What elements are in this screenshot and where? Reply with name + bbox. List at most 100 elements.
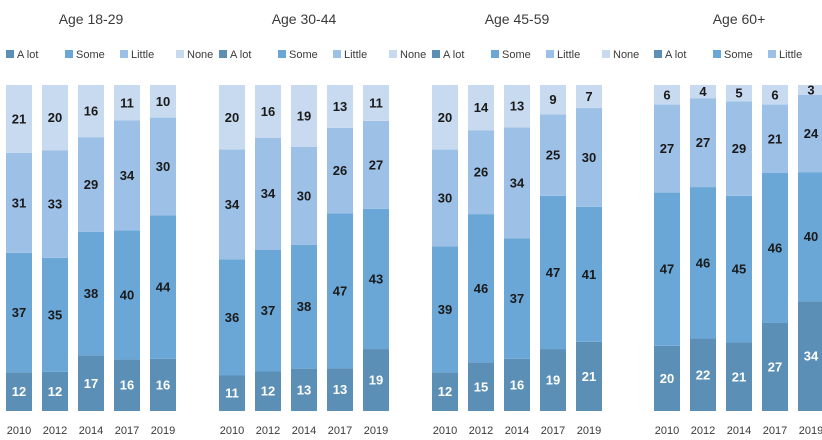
data-label-a-lot: 13 (333, 382, 347, 397)
data-label-some: 46 (474, 281, 488, 296)
x-tick-label: 2010 (655, 425, 679, 437)
legend-swatch-some (713, 50, 721, 58)
data-label-none: 11 (120, 95, 134, 110)
x-tick-label: 2017 (115, 425, 139, 437)
bar-segment-some (504, 238, 530, 359)
data-label-a-lot: 17 (84, 376, 98, 391)
bar-segment-none (114, 85, 140, 121)
bar-segment-none (504, 85, 530, 128)
data-label-little: 26 (474, 165, 488, 180)
legend-swatch-little (120, 50, 128, 58)
data-label-some: 37 (12, 305, 26, 320)
data-label-a-lot: 22 (696, 367, 710, 382)
data-label-little: 27 (369, 157, 383, 172)
bar-segment-a-lot (114, 359, 140, 411)
data-label-none: 13 (510, 99, 524, 114)
bar-segment-none (690, 85, 716, 99)
bar-segment-some (219, 259, 245, 376)
bar-segment-little (540, 114, 566, 196)
bar-segment-a-lot (255, 371, 281, 411)
bar-segment-little (78, 137, 104, 232)
bar-segment-some (468, 214, 494, 363)
data-label-some: 47 (660, 262, 674, 277)
data-label-little: 34 (225, 197, 240, 212)
bar-segment-some (654, 192, 680, 346)
legend-label-a-lot: A lot (443, 49, 464, 61)
x-tick-label: 2019 (151, 425, 175, 437)
data-label-some: 35 (48, 307, 62, 322)
data-label-none: 13 (333, 99, 347, 114)
data-label-none: 20 (48, 110, 62, 125)
data-label-little: 31 (12, 195, 26, 210)
data-label-some: 47 (333, 283, 347, 298)
data-label-none: 5 (735, 86, 742, 101)
legend-label-a-lot: A lot (230, 49, 251, 61)
bar-segment-none (762, 85, 788, 105)
data-label-a-lot: 16 (156, 377, 170, 392)
data-label-little: 29 (732, 141, 746, 156)
x-tick-label: 2019 (799, 425, 822, 437)
legend-swatch-some (65, 50, 73, 58)
bar-segment-some (798, 172, 822, 302)
bar-segment-none (654, 85, 680, 105)
x-tick-label: 2014 (79, 425, 103, 437)
bar-segment-little (114, 120, 140, 231)
x-tick-label: 2019 (577, 425, 601, 437)
x-tick-label: 2012 (43, 425, 67, 437)
chart-panel-1: Age 30-44 A lot Some Little None 11 36 34 20 2010… (219, 11, 426, 437)
bar-segment-little (150, 117, 176, 216)
bar-segment-a-lot (78, 355, 104, 411)
x-tick-label: 2010 (220, 425, 244, 437)
legend-label-a-lot: A lot (17, 49, 38, 61)
data-label-a-lot: 27 (768, 359, 782, 374)
data-label-none: 16 (84, 104, 98, 119)
data-label-none: 6 (663, 87, 670, 102)
legend-swatch-none (176, 50, 184, 58)
legend-label-little: Little (557, 49, 580, 61)
data-label-little: 21 (768, 131, 782, 146)
bar-segment-some (363, 208, 389, 350)
bar-segment-some (540, 195, 566, 350)
bar-segment-little (255, 137, 281, 250)
data-label-little: 34 (261, 186, 276, 201)
data-label-none: 16 (261, 104, 275, 119)
bar-segment-some (690, 187, 716, 339)
data-label-none: 21 (12, 111, 26, 126)
legend-label-little: Little (131, 49, 154, 61)
bar-segment-a-lot (363, 349, 389, 411)
legend-swatch-a-lot (432, 50, 440, 58)
bar-segment-little (327, 127, 353, 214)
bar-segment-some (255, 249, 281, 372)
data-label-a-lot: 19 (546, 373, 560, 388)
chart-title: Age 30-44 (272, 11, 337, 27)
bar-segment-a-lot (798, 301, 822, 411)
data-label-some: 46 (696, 255, 710, 270)
x-tick-label: 2014 (292, 425, 316, 437)
x-tick-label: 2012 (469, 425, 493, 437)
x-tick-label: 2019 (364, 425, 388, 437)
x-tick-label: 2014 (505, 425, 529, 437)
legend-swatch-little (333, 50, 341, 58)
x-tick-label: 2017 (763, 425, 787, 437)
chart-panel-0: Age 18-29A lot Some Little None123731212010… (6, 11, 213, 437)
bar-segment-a-lot (576, 341, 602, 411)
x-tick-label: 2010 (433, 425, 457, 437)
data-label-a-lot: 21 (732, 369, 746, 384)
data-label-little: 30 (582, 150, 596, 165)
bar-segment-a-lot (690, 338, 716, 411)
x-tick-label: 2012 (691, 425, 715, 437)
data-label-none: 10 (156, 94, 170, 109)
legend-swatch-some (491, 50, 499, 58)
data-label-some: 44 (156, 280, 171, 295)
data-label-some: 39 (438, 302, 452, 317)
bar-segment-some (42, 257, 68, 372)
x-tick-label: 2017 (541, 425, 565, 437)
bar-segment-little (726, 101, 752, 196)
data-label-little: 33 (48, 196, 62, 211)
legend-label-little: Little (779, 49, 802, 61)
chart-title: Age 18-29 (59, 11, 124, 27)
bar-segment-some (150, 215, 176, 359)
legend-swatch-little (546, 50, 554, 58)
bar-segment-little (798, 94, 822, 173)
chart-title: Age 45-59 (485, 11, 550, 27)
